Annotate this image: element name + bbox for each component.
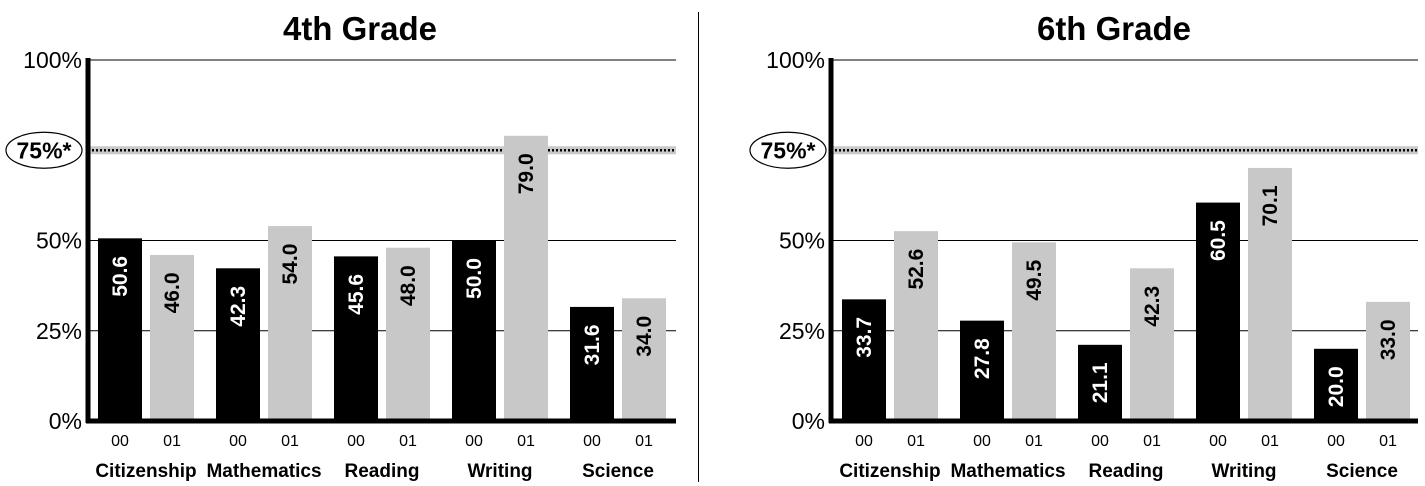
x-category-label: Writing: [1211, 461, 1276, 482]
reference-label: 75%*: [17, 137, 72, 163]
value-label-mathematics-00: 42.3: [227, 286, 250, 327]
x-tick-year: 00: [229, 433, 247, 450]
value-label-citizenship-01: 46.0: [161, 273, 184, 314]
bar-reading-01: [386, 247, 430, 421]
x-tick-year: 00: [583, 433, 601, 450]
x-category-label: Citizenship: [839, 461, 940, 482]
reference-label: 75%*: [761, 137, 816, 163]
value-label-reading-00: 45.6: [345, 274, 368, 315]
bar-citizenship-00: [842, 299, 886, 421]
y-tick-label: 25%: [779, 318, 825, 344]
bar-science-00: [570, 306, 614, 421]
x-tick-year: 00: [465, 433, 483, 450]
x-tick-year: 01: [635, 433, 653, 450]
bar-mathematics-01: [1012, 242, 1056, 421]
bar-science-00: [1314, 348, 1358, 421]
bar-citizenship-01: [150, 254, 194, 421]
y-tick-label: 50%: [779, 228, 825, 254]
value-label-citizenship-00: 50.6: [109, 256, 132, 297]
value-label-science-00: 20.0: [1325, 366, 1348, 407]
reference-label-ellipse: [5, 131, 83, 169]
value-label-reading-00: 21.1: [1089, 362, 1112, 403]
x-category-label: Citizenship: [95, 461, 196, 482]
x-tick-year: 01: [281, 433, 299, 450]
value-label-mathematics-01: 49.5: [1023, 260, 1046, 301]
value-label-science-01: 33.0: [1377, 319, 1400, 360]
bar-reading-00: [334, 256, 378, 421]
x-tick-year: 00: [1209, 433, 1227, 450]
y-tick-label: 0%: [49, 408, 82, 434]
chart-6th-grade: 6th Grade 0% 25% 50% 100% 75%* 33.7 00 52.6 01 Cit…: [712, 0, 1424, 486]
x-category-label: Reading: [1089, 461, 1164, 482]
x-tick-year: 00: [855, 433, 873, 450]
x-category-label: Science: [1326, 461, 1398, 482]
x-category-label: Reading: [345, 461, 420, 482]
x-tick-year: 01: [1143, 433, 1161, 450]
x-category-label: Mathematics: [206, 461, 321, 482]
chart-title: 4th Grade: [283, 10, 437, 47]
value-label-writing-00: 50.0: [463, 258, 486, 299]
y-tick-label: 100%: [766, 47, 825, 73]
x-tick-year: 00: [1327, 433, 1345, 450]
value-label-science-01: 34.0: [633, 316, 656, 357]
chart-4th-grade: 4th Grade 0% 25% 50% 100% 75%* 50.6 00 46.0 01 Cit…: [0, 0, 712, 486]
value-label-citizenship-00: 33.7: [853, 317, 876, 358]
reference-label-ellipse: [749, 131, 827, 169]
bar-science-01: [1366, 301, 1410, 421]
value-label-writing-00: 60.5: [1207, 220, 1230, 261]
bar-mathematics-00: [216, 268, 260, 421]
value-label-mathematics-00: 27.8: [971, 338, 994, 379]
value-label-reading-01: 48.0: [397, 265, 420, 306]
x-category-label: Mathematics: [950, 461, 1065, 482]
x-tick-year: 01: [517, 433, 535, 450]
bar-reading-01: [1130, 268, 1174, 421]
x-category-label: Science: [582, 461, 654, 482]
x-tick-year: 01: [1261, 433, 1279, 450]
chart-svg-6th-grade: 6th Grade 0% 25% 50% 100% 75%* 33.7 00 52.6 01 Cit…: [749, 10, 1418, 482]
y-tick-label: 50%: [36, 228, 82, 254]
x-tick-year: 01: [163, 433, 181, 450]
bar-writing-00: [452, 240, 496, 421]
x-tick-year: 01: [907, 433, 925, 450]
value-label-reading-01: 42.3: [1141, 286, 1164, 327]
x-tick-year: 00: [973, 433, 991, 450]
x-tick-year: 00: [111, 433, 129, 450]
x-tick-year: 00: [1091, 433, 1109, 450]
chart-title: 6th Grade: [1037, 10, 1191, 47]
x-tick-year: 00: [347, 433, 365, 450]
value-label-mathematics-01: 54.0: [279, 244, 302, 285]
bar-citizenship-00: [98, 238, 142, 421]
bar-mathematics-01: [268, 226, 312, 421]
value-label-citizenship-01: 52.6: [905, 249, 928, 290]
x-category-label: Writing: [467, 461, 532, 482]
x-tick-year: 01: [1379, 433, 1397, 450]
chart-svg-4th-grade: 4th Grade 0% 25% 50% 100% 75%* 50.6 00 46.0 01 Cit…: [5, 10, 676, 482]
value-label-writing-01: 70.1: [1259, 185, 1282, 226]
panel-divider: [698, 12, 699, 482]
y-tick-label: 0%: [792, 408, 825, 434]
bar-writing-01: [504, 135, 548, 421]
y-tick-label: 25%: [36, 318, 82, 344]
value-label-science-00: 31.6: [581, 324, 604, 365]
bar-writing-01: [1248, 167, 1292, 421]
bar-science-01: [622, 298, 666, 421]
bar-mathematics-00: [960, 320, 1004, 421]
y-tick-label: 100%: [23, 47, 82, 73]
value-label-writing-01: 79.0: [515, 153, 538, 194]
bar-reading-00: [1078, 344, 1122, 421]
x-tick-year: 01: [1025, 433, 1043, 450]
bar-citizenship-01: [894, 231, 938, 421]
bar-writing-00: [1196, 202, 1240, 421]
x-tick-year: 01: [399, 433, 417, 450]
